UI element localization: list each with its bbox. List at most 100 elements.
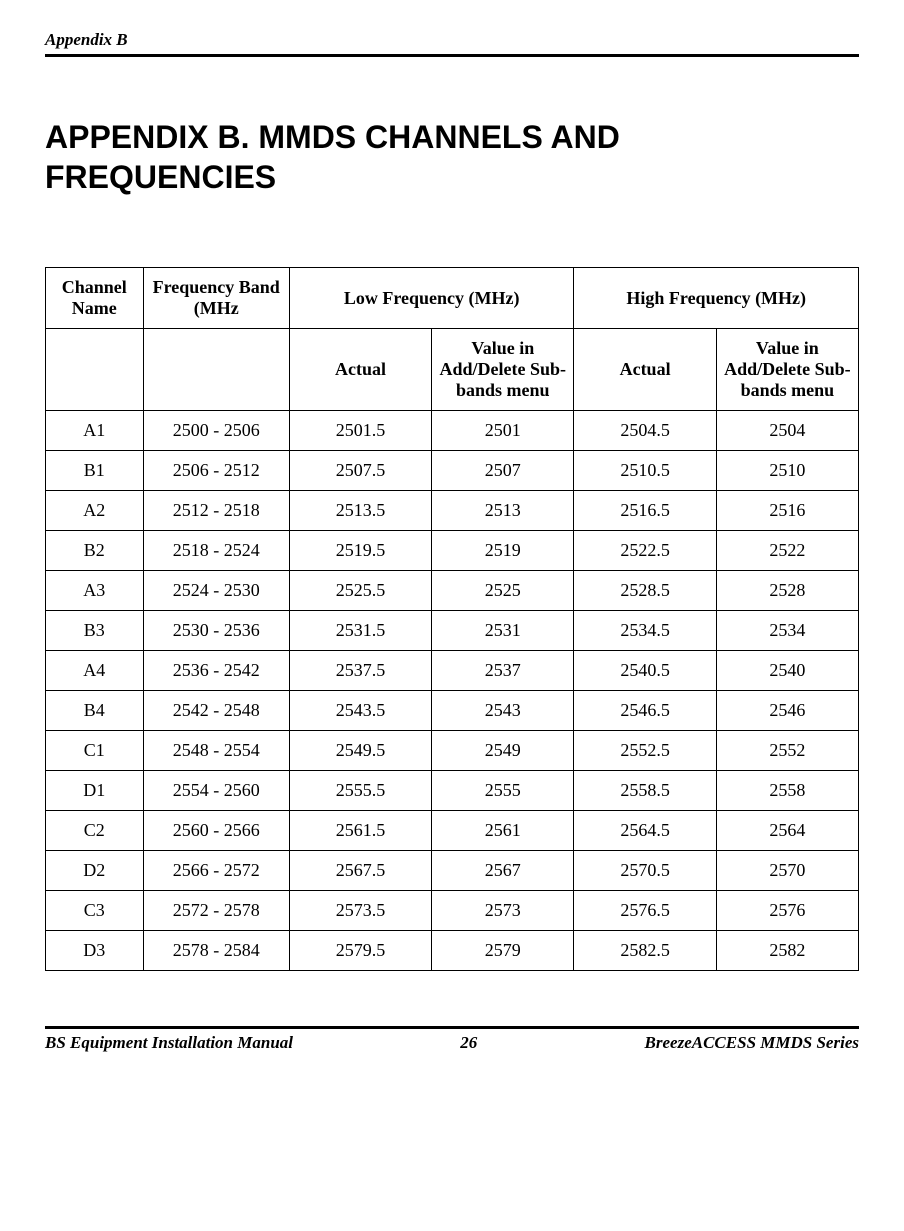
table-row: B32530 - 25362531.525312534.52534	[46, 611, 859, 651]
table-header-row-2: Actual Value in Add/Delete Sub-bands men…	[46, 329, 859, 411]
table-cell: 2501.5	[289, 411, 431, 451]
table-cell: 2530 - 2536	[143, 611, 289, 651]
table-cell: 2519	[432, 531, 574, 571]
th-high: High Frequency (MHz)	[574, 268, 859, 329]
table-cell: 2573.5	[289, 891, 431, 931]
table-cell: 2536 - 2542	[143, 651, 289, 691]
table-row: C12548 - 25542549.525492552.52552	[46, 731, 859, 771]
table-cell: 2567	[432, 851, 574, 891]
table-cell: 2546	[716, 691, 858, 731]
th-high-value: Value in Add/Delete Sub-bands menu	[716, 329, 858, 411]
table-header-row-1: Channel Name Frequency Band (MHz Low Fre…	[46, 268, 859, 329]
th-low-value: Value in Add/Delete Sub-bands menu	[432, 329, 574, 411]
table-cell: B2	[46, 531, 144, 571]
table-cell: 2537	[432, 651, 574, 691]
table-cell: 2570	[716, 851, 858, 891]
table-cell: A2	[46, 491, 144, 531]
table-row: A42536 - 25422537.525372540.52540	[46, 651, 859, 691]
table-cell: 2558	[716, 771, 858, 811]
table-cell: 2555.5	[289, 771, 431, 811]
table-cell: 2534	[716, 611, 858, 651]
table-cell: 2554 - 2560	[143, 771, 289, 811]
table-cell: D2	[46, 851, 144, 891]
table-cell: 2507	[432, 451, 574, 491]
table-cell: C3	[46, 891, 144, 931]
table-row: B22518 - 25242519.525192522.52522	[46, 531, 859, 571]
table-cell: 2510	[716, 451, 858, 491]
page-footer: BS Equipment Installation Manual 26 Bree…	[45, 1026, 859, 1053]
th-low-actual: Actual	[289, 329, 431, 411]
table-cell: 2576	[716, 891, 858, 931]
table-cell: 2534.5	[574, 611, 716, 651]
table-cell: 2522.5	[574, 531, 716, 571]
table-row: C22560 - 25662561.525612564.52564	[46, 811, 859, 851]
table-cell: 2582.5	[574, 931, 716, 971]
table-cell: 2564.5	[574, 811, 716, 851]
table-cell: 2552	[716, 731, 858, 771]
th-low: Low Frequency (MHz)	[289, 268, 574, 329]
table-cell: D1	[46, 771, 144, 811]
table-cell: 2524 - 2530	[143, 571, 289, 611]
table-row: D22566 - 25722567.525672570.52570	[46, 851, 859, 891]
table-cell: 2542 - 2548	[143, 691, 289, 731]
table-cell: 2561	[432, 811, 574, 851]
table-cell: 2567.5	[289, 851, 431, 891]
table-cell: 2519.5	[289, 531, 431, 571]
table-cell: 2576.5	[574, 891, 716, 931]
table-cell: 2552.5	[574, 731, 716, 771]
table-cell: 2579.5	[289, 931, 431, 971]
table-cell: 2512 - 2518	[143, 491, 289, 531]
table-cell: 2504	[716, 411, 858, 451]
table-cell: D3	[46, 931, 144, 971]
table-cell: 2558.5	[574, 771, 716, 811]
table-cell: 2518 - 2524	[143, 531, 289, 571]
table-cell: 2500 - 2506	[143, 411, 289, 451]
footer-center: 26	[460, 1033, 477, 1053]
table-cell: B1	[46, 451, 144, 491]
table-cell: 2540	[716, 651, 858, 691]
table-cell: 2561.5	[289, 811, 431, 851]
table-cell: 2564	[716, 811, 858, 851]
table-cell: 2525	[432, 571, 574, 611]
table-cell: 2572 - 2578	[143, 891, 289, 931]
th-channel: Channel Name	[46, 268, 144, 329]
table-cell: 2504.5	[574, 411, 716, 451]
table-cell: C1	[46, 731, 144, 771]
table-cell: 2570.5	[574, 851, 716, 891]
table-cell: 2528	[716, 571, 858, 611]
table-row: A12500 - 25062501.525012504.52504	[46, 411, 859, 451]
table-cell: 2531.5	[289, 611, 431, 651]
table-cell: 2507.5	[289, 451, 431, 491]
table-cell: A3	[46, 571, 144, 611]
table-cell: C2	[46, 811, 144, 851]
footer-right: BreezeACCESS MMDS Series	[645, 1033, 859, 1053]
table-cell: 2522	[716, 531, 858, 571]
footer-left: BS Equipment Installation Manual	[45, 1033, 293, 1053]
table-cell: 2506 - 2512	[143, 451, 289, 491]
table-cell: 2543.5	[289, 691, 431, 731]
table-row: B12506 - 25122507.525072510.52510	[46, 451, 859, 491]
table-cell: 2578 - 2584	[143, 931, 289, 971]
th-high-actual: Actual	[574, 329, 716, 411]
table-row: C32572 - 25782573.525732576.52576	[46, 891, 859, 931]
table-row: A32524 - 25302525.525252528.52528	[46, 571, 859, 611]
table-cell: A4	[46, 651, 144, 691]
table-cell: 2537.5	[289, 651, 431, 691]
table-cell: 2501	[432, 411, 574, 451]
appendix-title: APPENDIX B. MMDS CHANNELS AND FREQUENCIE…	[45, 117, 859, 197]
table-row: D32578 - 25842579.525792582.52582	[46, 931, 859, 971]
frequency-table: Channel Name Frequency Band (MHz Low Fre…	[45, 267, 859, 971]
table-row: B42542 - 25482543.525432546.52546	[46, 691, 859, 731]
table-cell: 2531	[432, 611, 574, 651]
table-cell: 2540.5	[574, 651, 716, 691]
table-cell: 2546.5	[574, 691, 716, 731]
table-cell: 2516	[716, 491, 858, 531]
table-cell: 2528.5	[574, 571, 716, 611]
th-empty-2	[143, 329, 289, 411]
table-cell: 2579	[432, 931, 574, 971]
table-cell: 2510.5	[574, 451, 716, 491]
table-row: A22512 - 25182513.525132516.52516	[46, 491, 859, 531]
table-cell: 2573	[432, 891, 574, 931]
page-header: Appendix B	[45, 30, 859, 57]
table-cell: 2549.5	[289, 731, 431, 771]
